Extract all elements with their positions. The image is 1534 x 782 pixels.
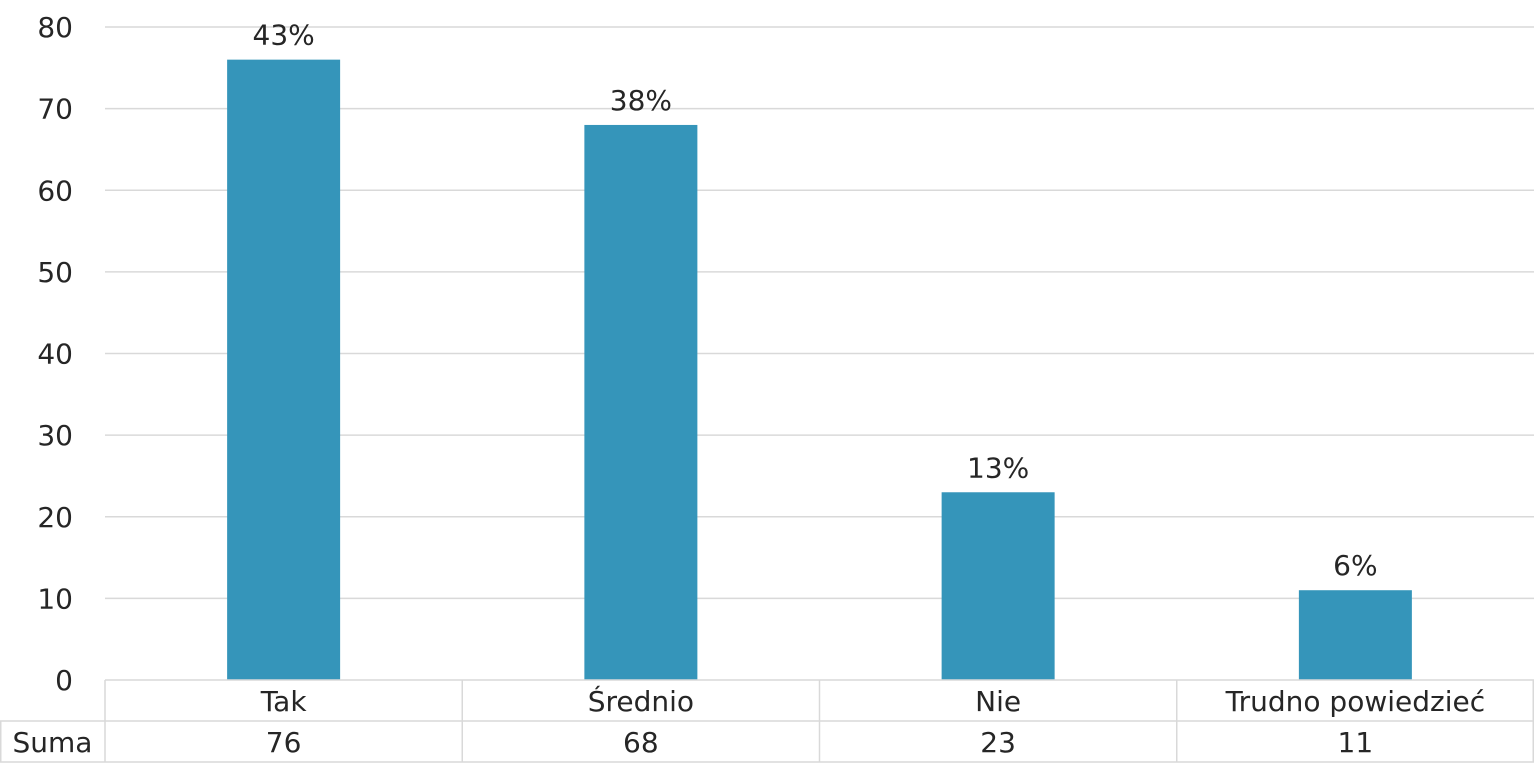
- data-table: Tak Średnio Nie Trudno powiedzieć Suma 76 68 23…: [0, 679, 1534, 763]
- y-tick-label: 70: [37, 93, 73, 126]
- x-category-label: Trudno powiedzieć: [1225, 685, 1485, 718]
- table-row-header: Suma: [13, 726, 93, 759]
- table-value: 23: [980, 726, 1016, 759]
- data-label: 6%: [1333, 549, 1377, 582]
- x-category-label: Tak: [260, 685, 308, 718]
- bar: [941, 492, 1055, 680]
- y-tick-label: 10: [37, 582, 73, 615]
- y-tick-label: 50: [37, 256, 73, 289]
- y-tick-label: 40: [37, 338, 73, 371]
- data-label: 13%: [967, 451, 1029, 484]
- table-value: 76: [266, 726, 302, 759]
- data-labels: 43% 38% 13% 6%: [253, 19, 1378, 583]
- x-category-label: Średnio: [588, 684, 694, 718]
- bars: [227, 59, 1412, 680]
- x-category-label: Nie: [975, 685, 1021, 718]
- table-value: 68: [623, 726, 659, 759]
- data-label: 43%: [253, 19, 315, 52]
- data-label: 38%: [610, 84, 672, 117]
- gridlines: [105, 26, 1534, 600]
- bar: [584, 124, 698, 680]
- y-tick-label: 60: [37, 174, 73, 207]
- y-tick-label: 80: [37, 11, 73, 44]
- y-axis: 0 10 20 30 40 50 60 70 80: [37, 11, 73, 697]
- bar: [1298, 590, 1412, 680]
- y-tick-label: 20: [37, 501, 73, 534]
- y-tick-label: 0: [55, 664, 73, 697]
- table-value: 11: [1338, 726, 1374, 759]
- y-tick-label: 30: [37, 419, 73, 452]
- bar: [227, 59, 341, 680]
